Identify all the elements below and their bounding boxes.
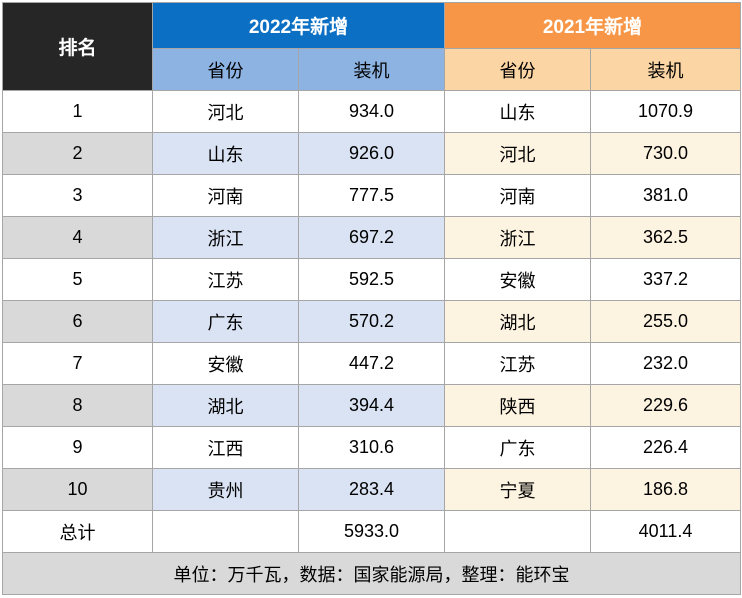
province-cell: 江西 [152, 426, 299, 469]
subheader-row: 省份 装机 省份 装机 [3, 48, 741, 91]
column-header: 装机 [298, 48, 445, 91]
capacity-cell: 255.0 [590, 300, 741, 343]
capacity-cell: 730.0 [590, 132, 741, 175]
empty-cell [152, 510, 299, 553]
rank-header: 排名 [2, 2, 153, 91]
rank-cell: 3 [2, 174, 153, 217]
capacity-cell: 934.0 [298, 90, 445, 133]
rank-cell: 10 [2, 468, 153, 511]
province-cell: 安徽 [444, 258, 591, 301]
province-cell: 湖北 [152, 384, 299, 427]
capacity-cell: 337.2 [590, 258, 741, 301]
rank-cell: 9 [2, 426, 153, 469]
data-row: 10 贵州 283.4 宁夏 186.8 [2, 468, 741, 511]
capacity-cell: 926.0 [298, 132, 445, 175]
capacity-cell: 570.2 [298, 300, 445, 343]
group-header: 2022年新增 [152, 2, 445, 49]
rank-cell: 4 [2, 216, 153, 259]
province-cell: 浙江 [444, 216, 591, 259]
rank-cell: 1 [2, 90, 153, 133]
province-cell: 广东 [152, 300, 299, 343]
data-row: 3 河南 777.5 河南 381.0 [2, 174, 741, 217]
capacity-cell: 394.4 [298, 384, 445, 427]
capacity-cell: 186.8 [590, 468, 741, 511]
total-value: 5933.0 [298, 510, 445, 553]
data-row: 4 浙江 697.2 浙江 362.5 [2, 216, 741, 259]
province-cell: 河南 [152, 174, 299, 217]
rank-cell: 6 [2, 300, 153, 343]
rank-cell: 8 [2, 384, 153, 427]
empty-cell [444, 510, 591, 553]
capacity-cell: 592.5 [298, 258, 445, 301]
capacity-cell: 310.6 [298, 426, 445, 469]
capacity-cell: 1070.9 [590, 90, 741, 133]
capacity-cell: 232.0 [590, 342, 741, 385]
total-row: 总计 5933.0 4011.4 [2, 510, 741, 553]
rank-cell: 2 [2, 132, 153, 175]
column-header: 省份 [444, 48, 591, 91]
province-cell: 山东 [152, 132, 299, 175]
group-header: 2021年新增 [444, 2, 741, 49]
data-row: 9 江西 310.6 广东 226.4 [2, 426, 741, 469]
footer-row: 单位：万千瓦，数据：国家能源局，整理：能环宝 [2, 552, 741, 595]
footer-note: 单位：万千瓦，数据：国家能源局，整理：能环宝 [2, 552, 741, 595]
capacity-cell: 447.2 [298, 342, 445, 385]
province-cell: 贵州 [152, 468, 299, 511]
data-row: 1 河北 934.0 山东 1070.9 [2, 90, 741, 133]
data-row: 7 安徽 447.2 江苏 232.0 [2, 342, 741, 385]
capacity-cell: 229.6 [590, 384, 741, 427]
data-row: 6 广东 570.2 湖北 255.0 [2, 300, 741, 343]
province-cell: 山东 [444, 90, 591, 133]
province-cell: 河南 [444, 174, 591, 217]
province-cell: 宁夏 [444, 468, 591, 511]
capacity-cell: 777.5 [298, 174, 445, 217]
province-cell: 浙江 [152, 216, 299, 259]
column-header: 装机 [590, 48, 741, 91]
province-cell: 江苏 [444, 342, 591, 385]
data-row: 5 江苏 592.5 安徽 337.2 [2, 258, 741, 301]
total-label: 总计 [2, 510, 153, 553]
capacity-cell: 226.4 [590, 426, 741, 469]
capacity-cell: 697.2 [298, 216, 445, 259]
capacity-cell: 381.0 [590, 174, 741, 217]
rank-cell: 7 [2, 342, 153, 385]
province-cell: 广东 [444, 426, 591, 469]
rank-cell: 5 [2, 258, 153, 301]
header-row: 排名 2022年新增 2021年新增 [2, 2, 741, 91]
province-cell: 湖北 [444, 300, 591, 343]
column-header: 省份 [152, 48, 299, 91]
data-row: 8 湖北 394.4 陕西 229.6 [2, 384, 741, 427]
province-cell: 安徽 [152, 342, 299, 385]
total-value: 4011.4 [590, 510, 741, 553]
province-cell: 河北 [152, 90, 299, 133]
province-cell: 河北 [444, 132, 591, 175]
capacity-cell: 362.5 [590, 216, 741, 259]
province-cell: 江苏 [152, 258, 299, 301]
capacity-cell: 283.4 [298, 468, 445, 511]
province-cell: 陕西 [444, 384, 591, 427]
data-row: 2 山东 926.0 河北 730.0 [2, 132, 741, 175]
